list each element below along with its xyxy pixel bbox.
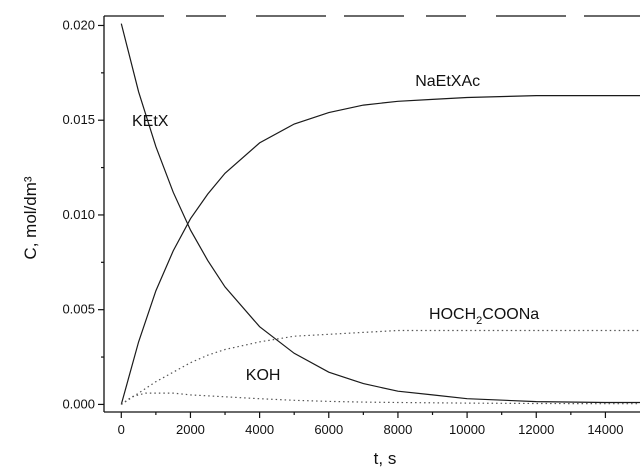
x-tick-label: 14000 [587, 422, 623, 437]
series-label-naetxac: NaEtXAc [415, 73, 480, 90]
y-tick-label: 0.005 [62, 302, 95, 317]
y-tick-label: 0.000 [62, 396, 95, 411]
y-tick-label: 0.015 [62, 112, 95, 127]
y-axis-title: C, mol/dm³ [21, 176, 40, 259]
series-labels: KEtX NaEtXAc HOCH2COONa KOH [132, 73, 539, 384]
x-tick-label: 6000 [314, 422, 343, 437]
x-axis-title: t, s [374, 449, 397, 468]
x-tick-label: 0 [118, 422, 125, 437]
series-line-naetxac [120, 95, 640, 405]
y-tick-label: 0.020 [62, 17, 95, 32]
plot-series [120, 23, 640, 405]
series-label-hoch-coona: HOCH2COONa [429, 306, 539, 327]
x-tick-label: 12000 [518, 422, 554, 437]
x-tick-label: 10000 [449, 422, 485, 437]
series-label-ketx: KEtX [132, 113, 169, 130]
y-axis-ticks: 0.000 0.005 0.010 0.015 0.020 [62, 17, 104, 411]
series-line-koh [120, 392, 640, 405]
x-axis-ticks: 0 2000 4000 6000 8000 10000 12000 14000 [118, 412, 623, 437]
y-tick-label: 0.010 [62, 207, 95, 222]
series-line-ketx [120, 23, 640, 404]
series-label-koh: KOH [246, 367, 281, 384]
axes [103, 15, 640, 413]
x-tick-label: 8000 [383, 422, 412, 437]
series-line-hoch-coona [120, 329, 640, 405]
x-tick-label: 2000 [176, 422, 205, 437]
x-tick-label: 4000 [245, 422, 274, 437]
